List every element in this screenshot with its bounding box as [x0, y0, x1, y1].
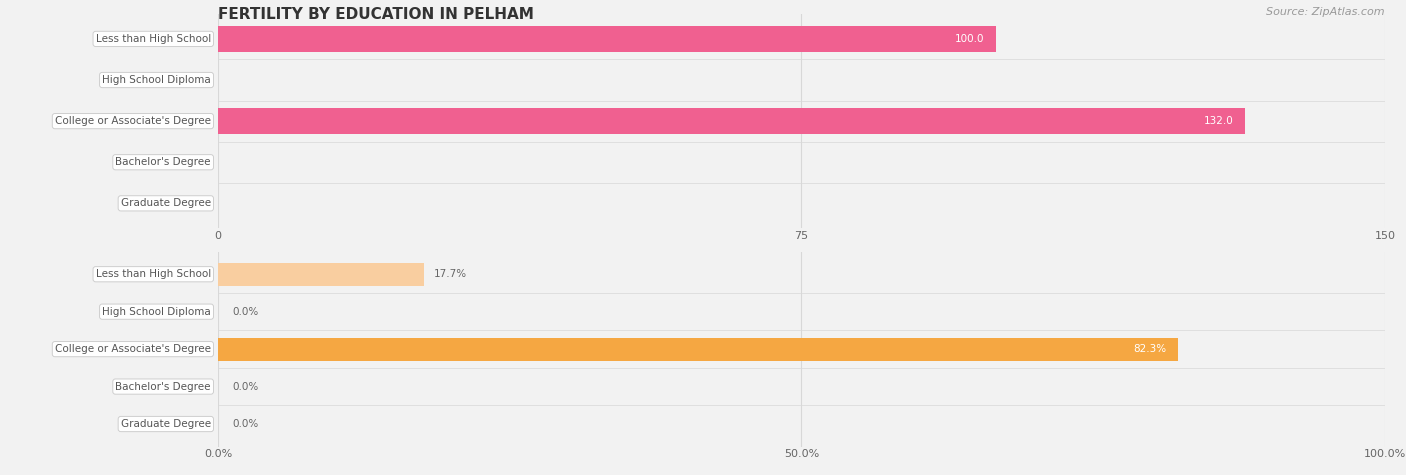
- Text: Bachelor's Degree: Bachelor's Degree: [115, 157, 211, 167]
- Text: 17.7%: 17.7%: [434, 269, 467, 279]
- Text: Less than High School: Less than High School: [96, 34, 211, 44]
- Bar: [218, 26, 995, 52]
- Text: Less than High School: Less than High School: [96, 269, 211, 279]
- Text: 100.0: 100.0: [955, 34, 984, 44]
- Text: 0.0%: 0.0%: [232, 307, 259, 317]
- Bar: [218, 263, 425, 286]
- Bar: [218, 108, 1244, 134]
- Text: FERTILITY BY EDUCATION IN PELHAM: FERTILITY BY EDUCATION IN PELHAM: [218, 7, 534, 22]
- Text: High School Diploma: High School Diploma: [103, 307, 211, 317]
- Text: 0.0%: 0.0%: [232, 419, 259, 429]
- Text: High School Diploma: High School Diploma: [103, 75, 211, 85]
- Text: 132.0: 132.0: [1204, 116, 1233, 126]
- Text: College or Associate's Degree: College or Associate's Degree: [55, 116, 211, 126]
- Text: Graduate Degree: Graduate Degree: [121, 419, 211, 429]
- Text: 82.3%: 82.3%: [1133, 344, 1167, 354]
- Bar: [218, 338, 1178, 361]
- Text: Bachelor's Degree: Bachelor's Degree: [115, 381, 211, 391]
- Text: 0.0%: 0.0%: [232, 381, 259, 391]
- Text: College or Associate's Degree: College or Associate's Degree: [55, 344, 211, 354]
- Text: Graduate Degree: Graduate Degree: [121, 199, 211, 209]
- Text: Source: ZipAtlas.com: Source: ZipAtlas.com: [1267, 7, 1385, 17]
